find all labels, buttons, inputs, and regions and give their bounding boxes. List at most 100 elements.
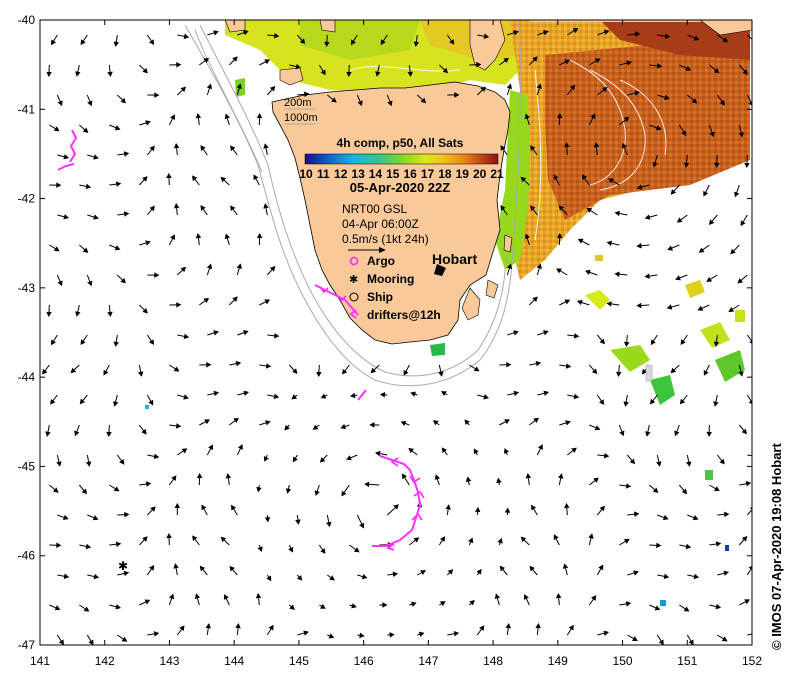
current-vector-head [176,302,182,308]
current-vector-head [536,83,542,90]
symbol-legend: Argo ✱ Mooring Ship drifters@12h [349,254,441,322]
current-vector-head [500,205,506,211]
current-vectors [42,28,752,645]
current-vector-head [440,536,446,542]
current-vector-head [124,511,130,518]
current-vector-head [675,275,681,281]
current-vector-head [312,424,319,430]
current-vector-head [142,307,148,314]
current-vector-head [42,368,48,375]
current-vector-head [636,184,643,190]
current-vector-head [556,268,562,274]
current-vector-head [719,458,725,465]
current-vector-head [634,31,641,37]
current-vector-head [203,297,210,304]
current-vector-head [233,417,239,423]
current-vector-head [497,537,503,544]
current-vector-head [524,233,530,240]
sst-colorbar [304,153,499,165]
current-vector-head [573,393,580,400]
current-vector-head [494,593,501,600]
sst-legend-title: 4h comp, p50, All Sats [337,136,464,150]
current-vector-head [114,245,121,251]
ship-symbol-icon [349,292,359,302]
current-vector-head [166,172,172,179]
current-vector-head [179,625,185,632]
current-vector-head [454,92,460,98]
current-vector-head [63,214,69,220]
current-vector-head [292,368,298,374]
current-vector-head [564,141,570,148]
current-vector-head [295,519,301,525]
current-vector-head [50,398,56,405]
current-vector-head [577,238,584,244]
lat-tick-label: -41 [18,102,36,116]
current-vector-head [170,114,175,121]
current-vector-head [331,97,337,103]
current-vector-head [654,605,661,611]
current-vector-head [604,452,610,459]
legend-ship: Ship [367,290,393,304]
current-vector-head [50,339,56,346]
current-vector-head [740,220,746,227]
current-vector-head [445,504,451,510]
current-vector-head [175,423,182,429]
current-vector-head [208,444,214,451]
current-vector-head [688,639,694,645]
current-vector-head [408,447,415,454]
current-vector-head [636,243,642,249]
current-vector-head [530,205,536,212]
current-vector-head [103,369,109,376]
current-vector-head [154,272,160,278]
current-vector-head [524,113,530,120]
drifter-chevrons [319,286,425,551]
legend-drifters: drifters@12h [367,308,441,322]
current-vector-head [350,392,356,399]
city-label-hobart: Hobart [432,251,477,267]
current-vector-head [719,99,725,106]
current-vector-head [206,83,213,90]
current-vector-head [137,371,144,377]
current-vector-head [504,419,510,425]
current-vector-head [623,116,630,123]
lon-tick-label: 148 [483,654,503,668]
current-vector-head [113,41,119,47]
current-vector-head [145,120,151,126]
current-vector-head [553,174,559,181]
current-vector-head [213,330,219,336]
current-vector-head [53,246,60,252]
current-vector-head [56,182,62,188]
drifter-symbol-icon [349,309,357,319]
current-vector-head [744,599,751,605]
contour-label-1000m: 1000m [284,112,318,124]
current-vector-head [432,420,439,426]
current-vector-head [115,181,122,187]
lat-tick-label: -47 [18,638,36,652]
current-vector-head [213,390,220,397]
current-vector-head [58,639,64,645]
current-vector-head [268,624,274,631]
lat-tick-label: -42 [18,192,36,206]
current-vector-head [46,311,52,318]
current-vector-head [656,542,662,549]
current-vector-head [369,422,375,428]
current-vector-head [464,419,470,426]
current-vector-head [85,543,92,550]
current-vector-head [153,453,160,460]
current-vector-head [691,98,698,104]
current-vector-head [407,71,413,77]
current-vector-head [171,475,177,481]
current-vector-head [685,543,692,550]
current-vector-head [92,515,99,521]
current-vector-head [62,514,69,520]
current-vector-head [291,394,298,400]
current-vector-head [364,481,370,488]
current-vector-head [51,39,57,46]
current-vector-head [439,601,446,607]
current-vector-head [594,58,601,64]
current-vector-head [679,398,686,405]
contour-legend: 200m 1000m [284,97,318,125]
current-vector-head [359,522,365,529]
current-vector-head [730,248,736,255]
current-vector-head [586,207,593,213]
